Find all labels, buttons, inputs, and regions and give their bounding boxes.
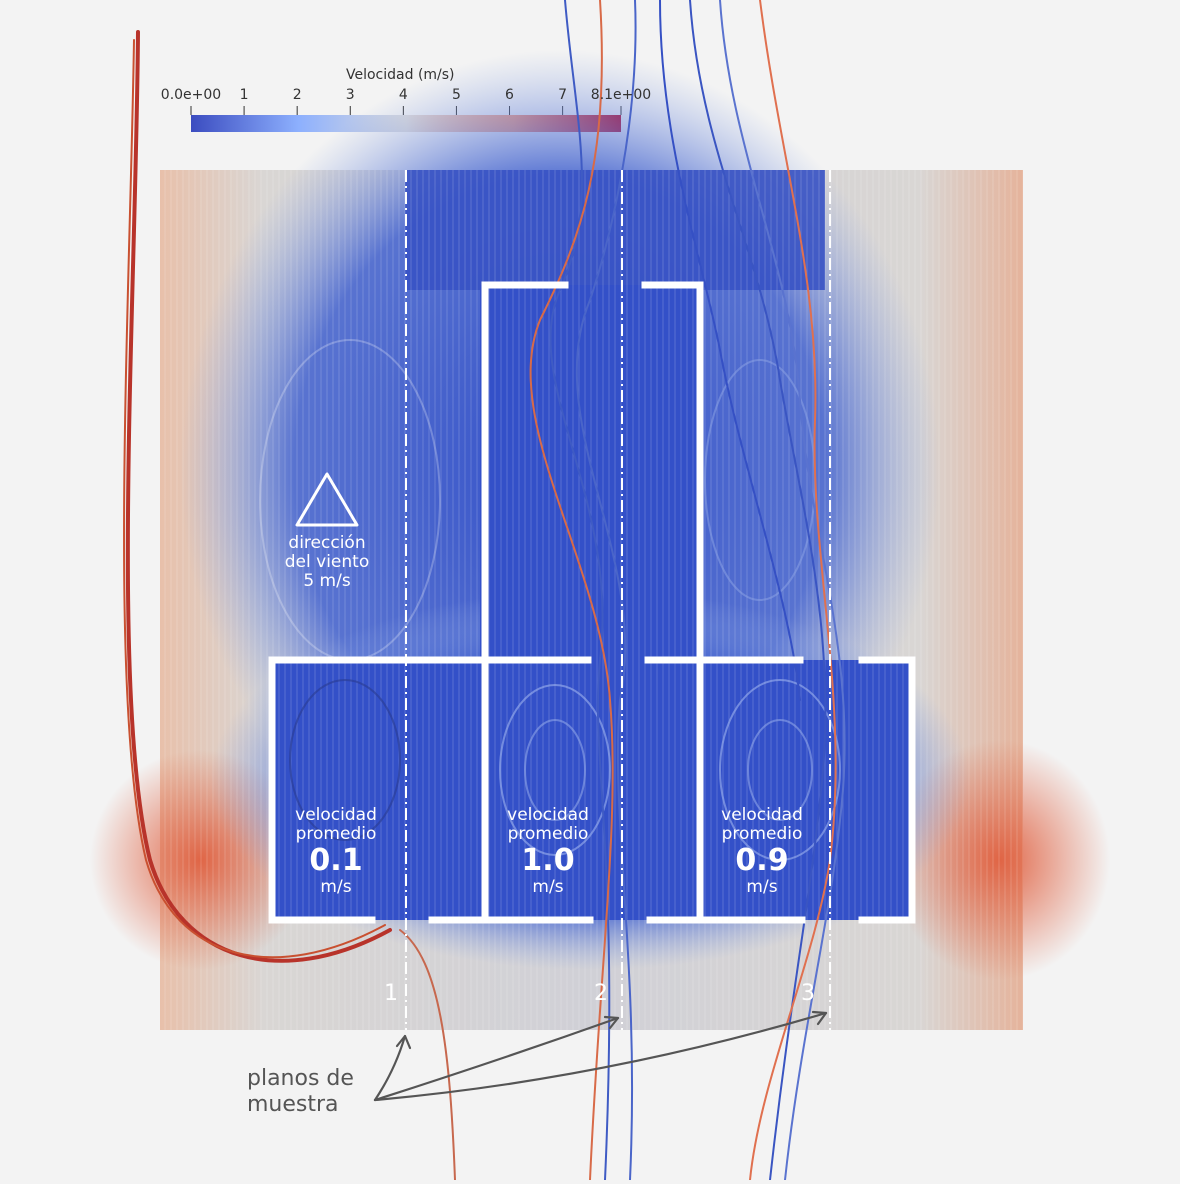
plane-number-2: 2 (594, 981, 608, 1006)
colorbar-title: Velocidad (m/s) (346, 67, 455, 83)
wind-line-3: 5 m/s (262, 572, 392, 591)
colorbar-tick-label: 3 (346, 87, 355, 103)
room-3-value: 0.9 (697, 844, 827, 878)
colorbar-tick-label: 4 (399, 87, 408, 103)
colorbar-tick-label: 7 (558, 87, 567, 103)
room-3-line-2: promedio (697, 825, 827, 844)
wind-line-1: dirección (262, 534, 392, 553)
colorbar-tick-label: 2 (293, 87, 302, 103)
colorbar-tick-label: 1 (240, 87, 249, 103)
room-1-unit: m/s (271, 878, 401, 897)
sample-planes-annotation: planos de muestra (247, 1066, 354, 1118)
room-1-label: velocidad promedio 0.1 m/s (271, 806, 401, 897)
plane-number-3: 3 (801, 981, 815, 1006)
room-2-line-1: velocidad (483, 806, 613, 825)
colorbar-tick-label: 0.0e+00 (161, 87, 221, 103)
room-2-value: 1.0 (483, 844, 613, 878)
annotation-line-2: muestra (247, 1092, 354, 1118)
room-3-line-1: velocidad (697, 806, 827, 825)
room-1-line-1: velocidad (271, 806, 401, 825)
room-1-value: 0.1 (271, 844, 401, 878)
room-2-line-2: promedio (483, 825, 613, 844)
room-3-label: velocidad promedio 0.9 m/s (697, 806, 827, 897)
room-3-unit: m/s (697, 878, 827, 897)
room-2-unit: m/s (483, 878, 613, 897)
room-2-label: velocidad promedio 1.0 m/s (483, 806, 613, 897)
annotation-line-1: planos de (247, 1066, 354, 1092)
plane-number-1: 1 (384, 981, 398, 1006)
wind-line-2: del viento (262, 553, 392, 572)
wind-direction-label: dirección del viento 5 m/s (262, 534, 392, 591)
colorbar-tick-label: 6 (505, 87, 514, 103)
colorbar-tick-label: 5 (452, 87, 461, 103)
colorbar-tick-label: 8.1e+00 (591, 87, 651, 103)
room-1-line-2: promedio (271, 825, 401, 844)
